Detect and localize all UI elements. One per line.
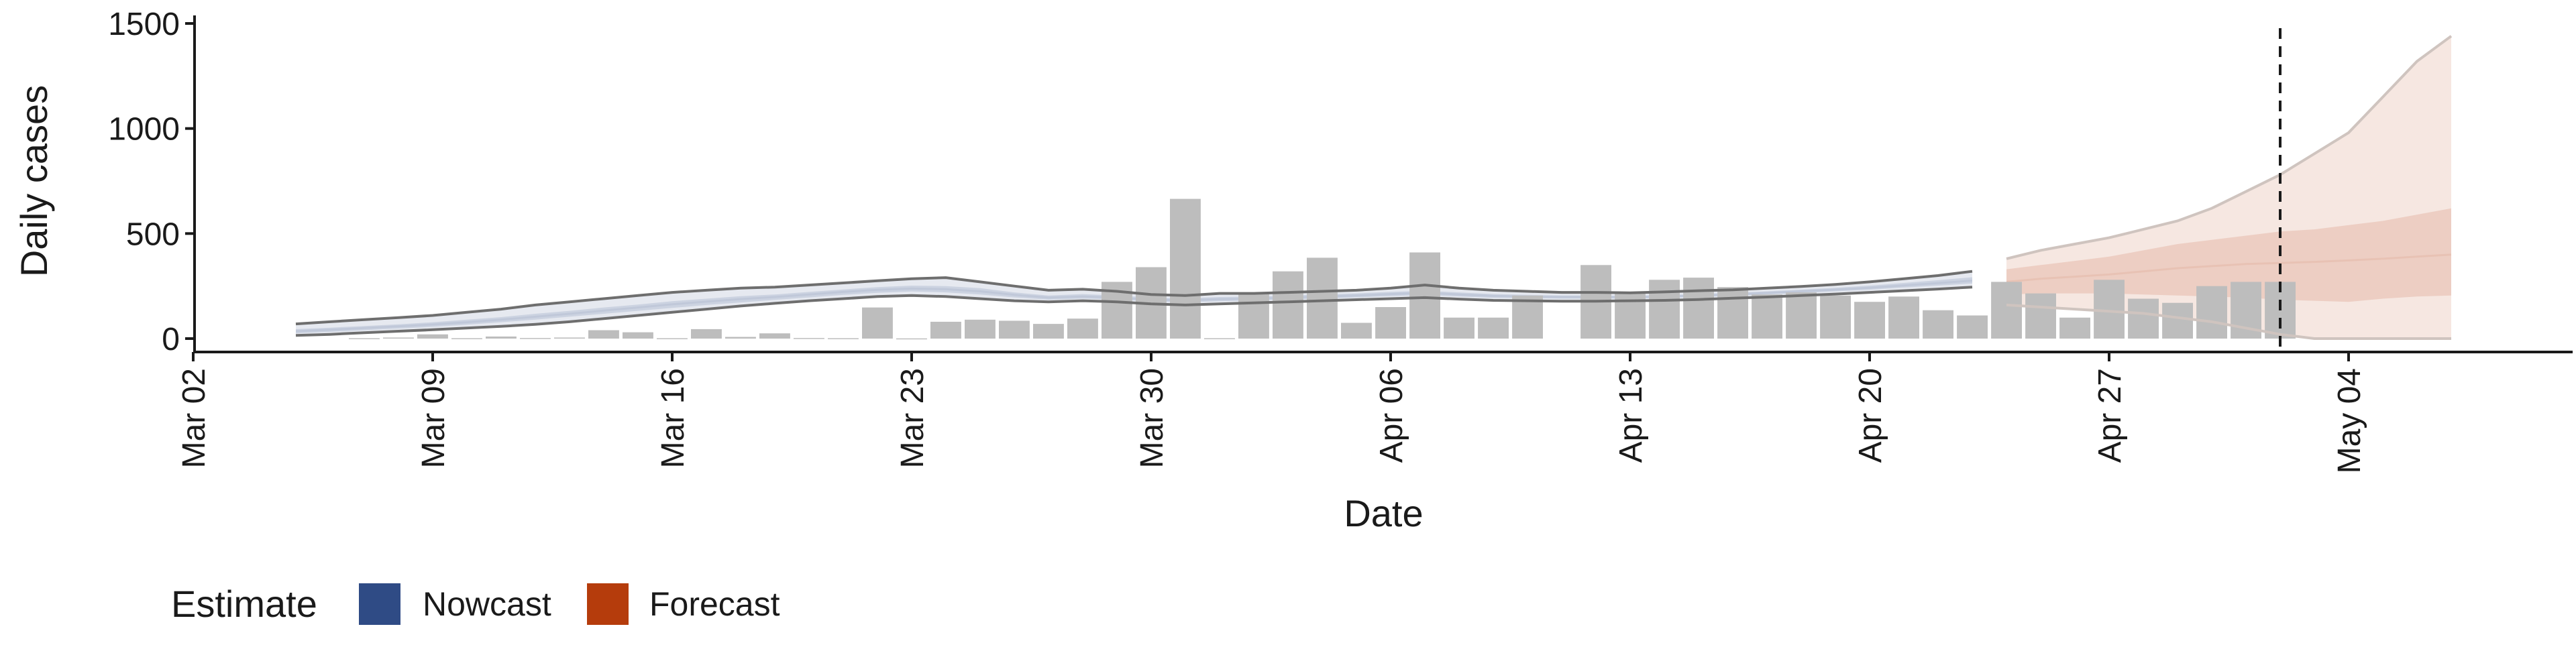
case-bar [486, 336, 517, 339]
case-bar [862, 307, 893, 339]
case-bar [794, 338, 824, 339]
case-bar [2025, 293, 2056, 339]
interval-boundary-lines [295, 35, 2453, 340]
case-bar [1854, 302, 1885, 339]
case-bar [657, 338, 688, 339]
case-bar [2059, 317, 2090, 339]
case-bar [1752, 294, 1782, 339]
y-tick-label: 500 [126, 217, 180, 252]
case-bar [1512, 295, 1543, 339]
legend-key-nowcast [359, 583, 400, 625]
nowcast-band-middle [296, 277, 1972, 334]
case-bar [1273, 271, 1303, 339]
legend-label-forecast: Forecast [649, 585, 780, 623]
case-bar [725, 337, 756, 339]
case-bar [1649, 280, 1680, 339]
case-bar [759, 333, 790, 339]
case-bar [1820, 295, 1851, 339]
case-bar [1238, 292, 1269, 339]
case-bar [1786, 292, 1817, 339]
case-bar [896, 338, 927, 340]
forecast-upper-line [2006, 35, 2453, 260]
case-bar [1067, 318, 1098, 339]
case-bar [1683, 278, 1714, 339]
x-tick-label: Mar 09 [416, 368, 451, 468]
nowcast-band-outer [296, 271, 1972, 336]
x-tick-label: Mar 23 [895, 368, 930, 468]
reported-cases-bars [349, 198, 2296, 340]
x-tick-label: Apr 20 [1853, 368, 1888, 463]
forecast-lower-line [2006, 303, 2451, 340]
case-bar [1923, 310, 1953, 339]
legend-label-nowcast: Nowcast [423, 585, 551, 623]
x-tick-label: Apr 06 [1374, 368, 1409, 463]
case-bar [1170, 198, 1201, 339]
legend: Estimate Nowcast Forecast [171, 583, 780, 625]
axes: 0 500 1000 1500 Mar 02 Mar 09 Mar 16 Mar 23 Mar … [13, 7, 2573, 534]
y-axis-title: Daily cases [13, 85, 55, 277]
case-bar [2196, 286, 2227, 339]
x-axis-title: Date [1344, 492, 1423, 534]
case-bar [349, 338, 380, 339]
case-bar [1033, 324, 1064, 339]
x-tick-label: May 04 [2332, 368, 2367, 473]
case-bar [1375, 307, 1406, 339]
case-bar [417, 334, 448, 339]
uncertainty-bands [295, 36, 2452, 339]
case-bar [1444, 317, 1474, 339]
x-tick-label: Mar 16 [655, 368, 691, 468]
case-bar [2162, 302, 2193, 339]
case-bar [930, 321, 961, 339]
case-bar [554, 337, 585, 339]
nowcast-lower-line [295, 286, 1973, 337]
case-bar [1717, 287, 1748, 339]
nowcast-upper-line [295, 270, 1973, 326]
forecast-band-outer [2006, 36, 2451, 339]
case-bar [1888, 296, 1919, 339]
case-bar [520, 338, 551, 339]
case-bar [1991, 282, 2022, 339]
y-tick-label: 1000 [108, 112, 180, 148]
case-bar [451, 338, 482, 339]
case-bar [2128, 298, 2159, 339]
case-bar [1957, 315, 1988, 339]
case-bar [1307, 257, 1338, 339]
y-tick-label: 0 [162, 322, 180, 357]
x-tick-label: Apr 13 [1613, 368, 1649, 463]
case-bar [623, 332, 653, 339]
case-bar [1204, 338, 1235, 339]
case-bar [1478, 317, 1509, 339]
case-bar [588, 330, 619, 339]
case-bar [828, 338, 859, 339]
x-tick-label: Mar 30 [1134, 368, 1170, 468]
case-bar [691, 329, 722, 339]
y-tick-label: 1500 [108, 7, 180, 42]
case-bar [383, 337, 414, 339]
legend-key-forecast [587, 583, 629, 625]
case-bar [1409, 252, 1440, 339]
x-tick-label: Apr 27 [2092, 368, 2128, 463]
case-bar [965, 319, 996, 339]
legend-title: Estimate [171, 583, 317, 625]
case-bar [999, 320, 1030, 339]
case-bar [2094, 280, 2125, 339]
forecast-median-line [2006, 253, 2452, 283]
forecast-band-middle [2006, 208, 2451, 302]
case-bar [1341, 322, 1372, 339]
x-tick-label: Mar 02 [176, 368, 212, 468]
